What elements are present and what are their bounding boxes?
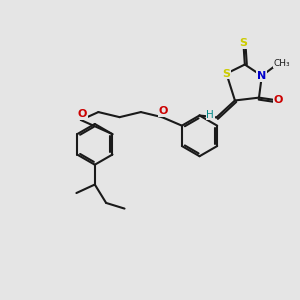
Text: CH₃: CH₃ xyxy=(273,58,290,68)
Text: O: O xyxy=(274,95,283,106)
Text: S: S xyxy=(239,38,247,48)
Text: N: N xyxy=(257,71,266,81)
Text: O: O xyxy=(159,106,168,116)
Text: O: O xyxy=(78,109,87,119)
Text: H: H xyxy=(206,110,214,120)
Text: S: S xyxy=(222,69,230,79)
